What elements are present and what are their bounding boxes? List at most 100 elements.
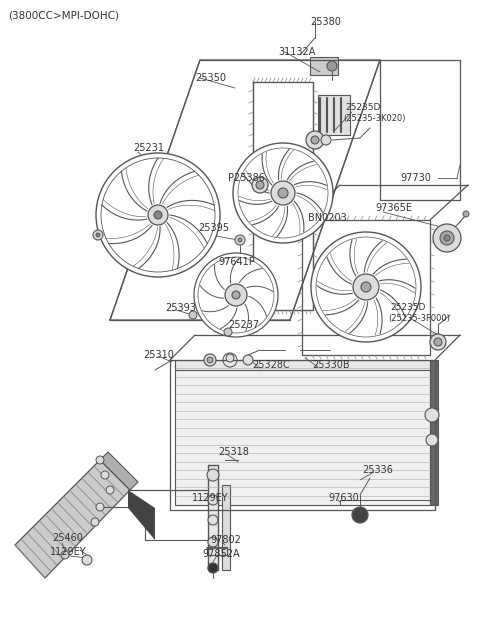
Circle shape bbox=[425, 408, 439, 422]
Text: 25393: 25393 bbox=[165, 303, 196, 313]
Text: 97802: 97802 bbox=[210, 535, 241, 545]
Circle shape bbox=[96, 456, 104, 464]
Polygon shape bbox=[327, 253, 352, 284]
Polygon shape bbox=[106, 224, 152, 244]
Polygon shape bbox=[170, 215, 207, 248]
Text: 25395: 25395 bbox=[198, 223, 229, 233]
Text: 25336: 25336 bbox=[362, 465, 393, 475]
Text: 25350: 25350 bbox=[195, 73, 226, 83]
Circle shape bbox=[208, 537, 218, 547]
Circle shape bbox=[154, 211, 162, 219]
Circle shape bbox=[444, 235, 450, 241]
Polygon shape bbox=[128, 490, 155, 540]
Circle shape bbox=[361, 282, 371, 292]
Circle shape bbox=[194, 253, 278, 337]
Text: 97630: 97630 bbox=[328, 493, 359, 503]
Text: 25328C: 25328C bbox=[252, 360, 290, 370]
Circle shape bbox=[327, 61, 337, 71]
Circle shape bbox=[463, 211, 469, 217]
Circle shape bbox=[61, 551, 69, 559]
Circle shape bbox=[352, 507, 368, 523]
Circle shape bbox=[430, 334, 446, 350]
Text: 1129EY: 1129EY bbox=[192, 493, 228, 503]
Polygon shape bbox=[249, 297, 266, 318]
Text: (3800CC>MPI-DOHC): (3800CC>MPI-DOHC) bbox=[8, 11, 119, 21]
Text: 25330B: 25330B bbox=[312, 360, 349, 370]
Circle shape bbox=[306, 131, 324, 149]
Circle shape bbox=[226, 354, 234, 362]
Polygon shape bbox=[239, 196, 272, 204]
Circle shape bbox=[433, 224, 461, 252]
Circle shape bbox=[232, 291, 240, 299]
Circle shape bbox=[96, 233, 100, 237]
Polygon shape bbox=[166, 223, 179, 271]
Circle shape bbox=[148, 205, 168, 225]
Polygon shape bbox=[373, 259, 409, 276]
Bar bbox=[208, 465, 218, 570]
Polygon shape bbox=[374, 298, 382, 335]
Polygon shape bbox=[317, 281, 352, 294]
Polygon shape bbox=[297, 193, 323, 216]
Polygon shape bbox=[133, 227, 160, 269]
Text: 25310: 25310 bbox=[143, 350, 174, 360]
Polygon shape bbox=[293, 201, 304, 234]
Circle shape bbox=[440, 231, 454, 245]
Circle shape bbox=[207, 469, 219, 481]
Polygon shape bbox=[364, 241, 387, 272]
Circle shape bbox=[96, 503, 104, 511]
Circle shape bbox=[224, 328, 232, 336]
Circle shape bbox=[321, 135, 331, 145]
Circle shape bbox=[434, 338, 442, 346]
Polygon shape bbox=[215, 264, 226, 290]
Polygon shape bbox=[262, 152, 273, 185]
Polygon shape bbox=[100, 452, 138, 490]
Bar bbox=[175, 360, 430, 370]
Circle shape bbox=[225, 284, 247, 306]
Circle shape bbox=[426, 434, 438, 446]
Polygon shape bbox=[160, 171, 199, 204]
Polygon shape bbox=[273, 206, 288, 237]
Polygon shape bbox=[202, 304, 228, 312]
Text: (25235-3F000): (25235-3F000) bbox=[388, 314, 450, 323]
Text: 25460: 25460 bbox=[52, 533, 83, 543]
Circle shape bbox=[256, 181, 264, 189]
Polygon shape bbox=[121, 168, 148, 211]
Circle shape bbox=[311, 232, 421, 342]
Polygon shape bbox=[167, 201, 215, 211]
Text: 25318: 25318 bbox=[218, 447, 249, 457]
Circle shape bbox=[82, 555, 92, 565]
Polygon shape bbox=[218, 308, 237, 329]
Polygon shape bbox=[102, 199, 147, 220]
Bar bbox=[430, 360, 438, 505]
Polygon shape bbox=[278, 149, 293, 180]
Text: BN0203: BN0203 bbox=[308, 213, 347, 223]
Circle shape bbox=[207, 357, 213, 363]
Text: 25237: 25237 bbox=[228, 320, 259, 330]
Polygon shape bbox=[247, 286, 273, 295]
Circle shape bbox=[208, 495, 218, 505]
Polygon shape bbox=[350, 239, 358, 276]
Circle shape bbox=[278, 188, 288, 198]
Circle shape bbox=[311, 136, 319, 144]
Text: 25235D: 25235D bbox=[345, 104, 380, 112]
Bar bbox=[207, 547, 227, 555]
Polygon shape bbox=[200, 283, 223, 298]
Text: 97641P: 97641P bbox=[218, 257, 255, 267]
Circle shape bbox=[106, 486, 114, 494]
Circle shape bbox=[93, 230, 103, 240]
Polygon shape bbox=[15, 460, 130, 578]
Circle shape bbox=[189, 311, 197, 319]
Bar bbox=[175, 365, 430, 505]
Circle shape bbox=[101, 471, 109, 479]
Polygon shape bbox=[243, 304, 249, 331]
Text: 25231: 25231 bbox=[133, 143, 164, 153]
Circle shape bbox=[208, 515, 218, 525]
Circle shape bbox=[204, 354, 216, 366]
Circle shape bbox=[353, 274, 379, 300]
Text: 25380: 25380 bbox=[310, 17, 341, 27]
Polygon shape bbox=[294, 182, 327, 190]
Polygon shape bbox=[250, 205, 279, 225]
Text: 31132A: 31132A bbox=[278, 47, 315, 57]
Polygon shape bbox=[149, 158, 164, 204]
Circle shape bbox=[271, 181, 295, 205]
